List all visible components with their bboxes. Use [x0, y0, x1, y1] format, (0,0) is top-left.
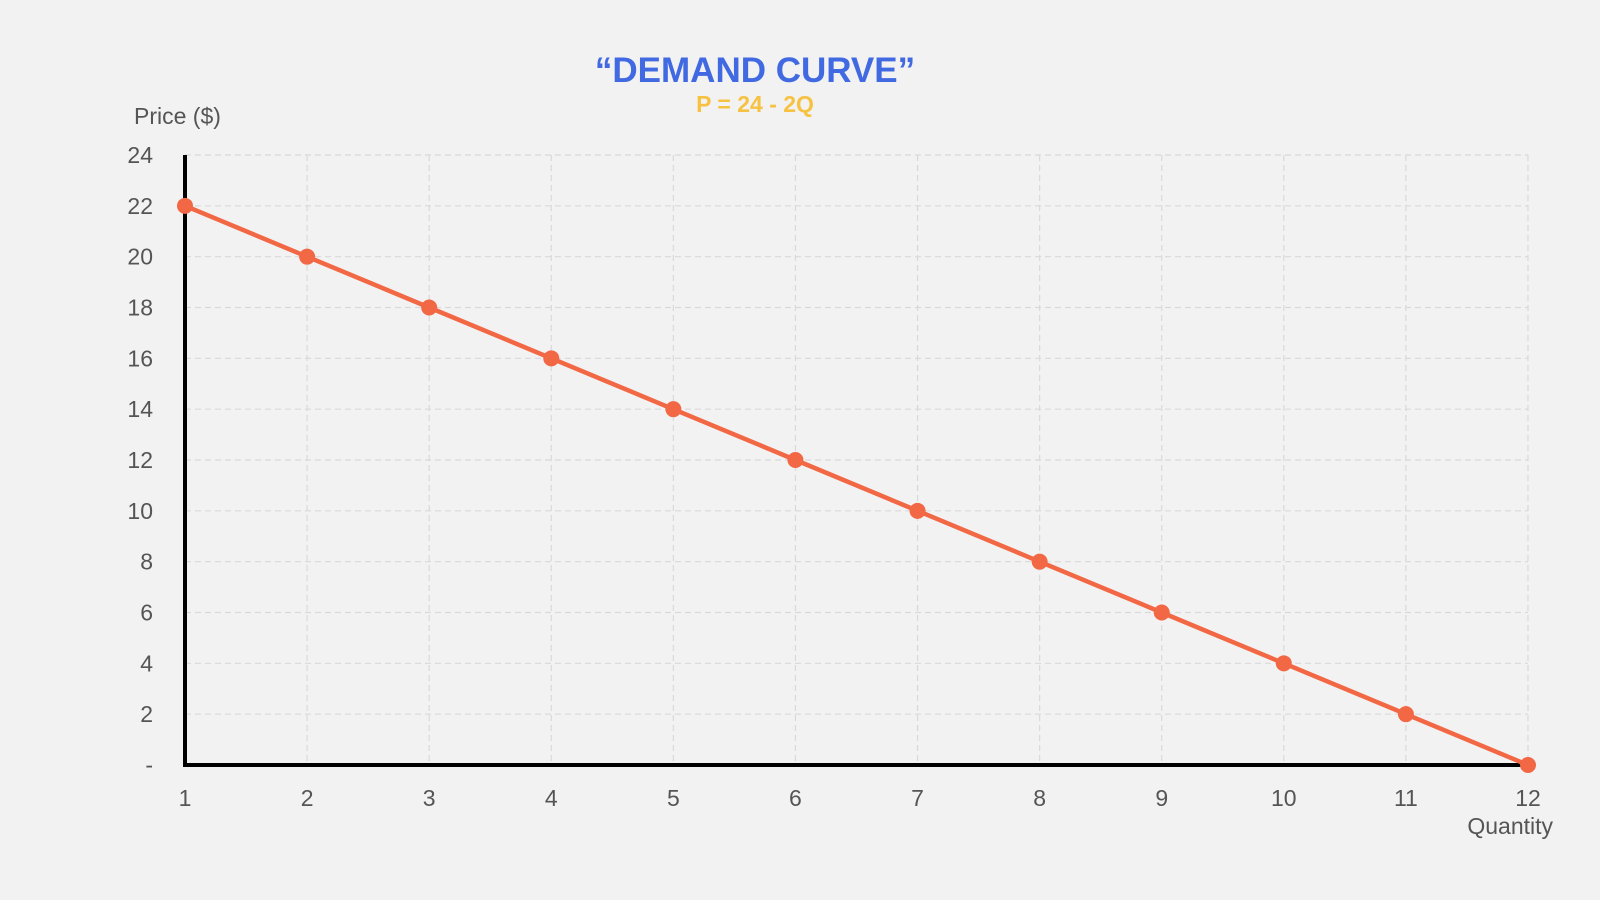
data-point: [1153, 604, 1170, 621]
data-point: [1520, 757, 1536, 773]
data-point: [543, 350, 560, 367]
x-tick-label: 1: [179, 785, 192, 811]
x-tick-label: 11: [1394, 785, 1418, 811]
x-tick-label: 12: [1515, 785, 1541, 811]
x-tick-label: 3: [423, 785, 436, 811]
y-tick-label: 16: [127, 345, 153, 371]
y-tick-label: 2: [140, 701, 153, 727]
series-demand: [177, 197, 1536, 773]
y-tick-label: 4: [140, 650, 153, 676]
y-tick-label: 10: [127, 498, 153, 524]
x-tick-label: 4: [545, 785, 558, 811]
chart-subtitle: P = 24 - 2Q: [696, 91, 814, 117]
data-point: [909, 502, 926, 519]
x-tick-label: 6: [789, 785, 802, 811]
y-tick-label: 22: [127, 193, 153, 219]
data-point: [421, 299, 438, 316]
y-tick-label: 20: [127, 244, 153, 270]
x-axis-label: Quantity: [1467, 813, 1553, 839]
data-point: [787, 452, 804, 468]
data-point: [299, 248, 316, 265]
y-tick-label: 14: [127, 396, 153, 422]
y-tick-label: 24: [127, 142, 153, 168]
x-tick-label: 2: [301, 785, 314, 811]
y-tick-label: 8: [140, 549, 153, 575]
grid-lines: [185, 154, 1529, 765]
y-tick-label: -: [145, 752, 153, 778]
x-tick-label: 10: [1271, 785, 1297, 811]
demand-line: [184, 203, 1529, 768]
y-tick-label: 12: [127, 447, 153, 473]
data-point: [177, 197, 193, 214]
x-tick-label: 8: [1033, 785, 1046, 811]
y-tick-label: 18: [127, 295, 153, 321]
data-point: [665, 401, 682, 418]
data-point: [1275, 655, 1292, 672]
y-axis-label: Price ($): [134, 103, 221, 129]
chart-title: “DEMAND CURVE”: [595, 51, 915, 90]
x-tick-label: 9: [1155, 785, 1168, 811]
x-tick-label: 5: [667, 785, 680, 811]
data-point: [1031, 553, 1048, 570]
x-tick-label: 7: [911, 785, 924, 811]
data-point: [1397, 706, 1414, 723]
axes: [183, 155, 1528, 767]
y-tick-label: 6: [140, 600, 153, 626]
